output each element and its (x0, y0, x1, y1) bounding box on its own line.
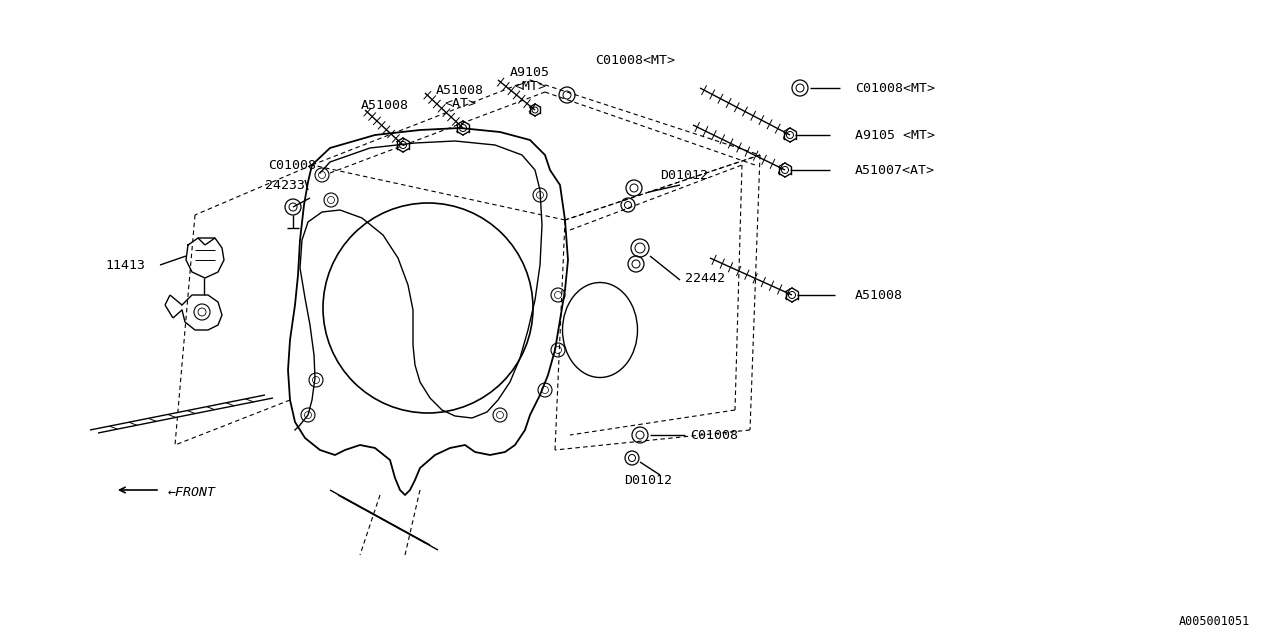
Text: 22442: 22442 (685, 271, 724, 285)
Text: C01008: C01008 (268, 159, 316, 172)
Text: D01012: D01012 (625, 474, 672, 486)
Text: C01008<MT>: C01008<MT> (855, 81, 934, 95)
Text: ←FRONT: ←FRONT (168, 486, 216, 499)
Text: A51008: A51008 (855, 289, 902, 301)
Text: <AT>: <AT> (444, 97, 476, 109)
Text: A51007<AT>: A51007<AT> (855, 163, 934, 177)
Text: 24233: 24233 (265, 179, 305, 191)
Text: A005001051: A005001051 (1179, 615, 1251, 628)
Text: A51008: A51008 (436, 83, 484, 97)
Text: 11413: 11413 (105, 259, 145, 271)
Text: C01008: C01008 (690, 429, 739, 442)
Text: A9105: A9105 (509, 65, 550, 79)
Text: C01008<MT>: C01008<MT> (595, 54, 675, 67)
Text: <MT>: <MT> (515, 79, 547, 93)
Text: A9105 <MT>: A9105 <MT> (855, 129, 934, 141)
Text: A51008: A51008 (361, 99, 410, 111)
Text: D01012: D01012 (660, 168, 708, 182)
